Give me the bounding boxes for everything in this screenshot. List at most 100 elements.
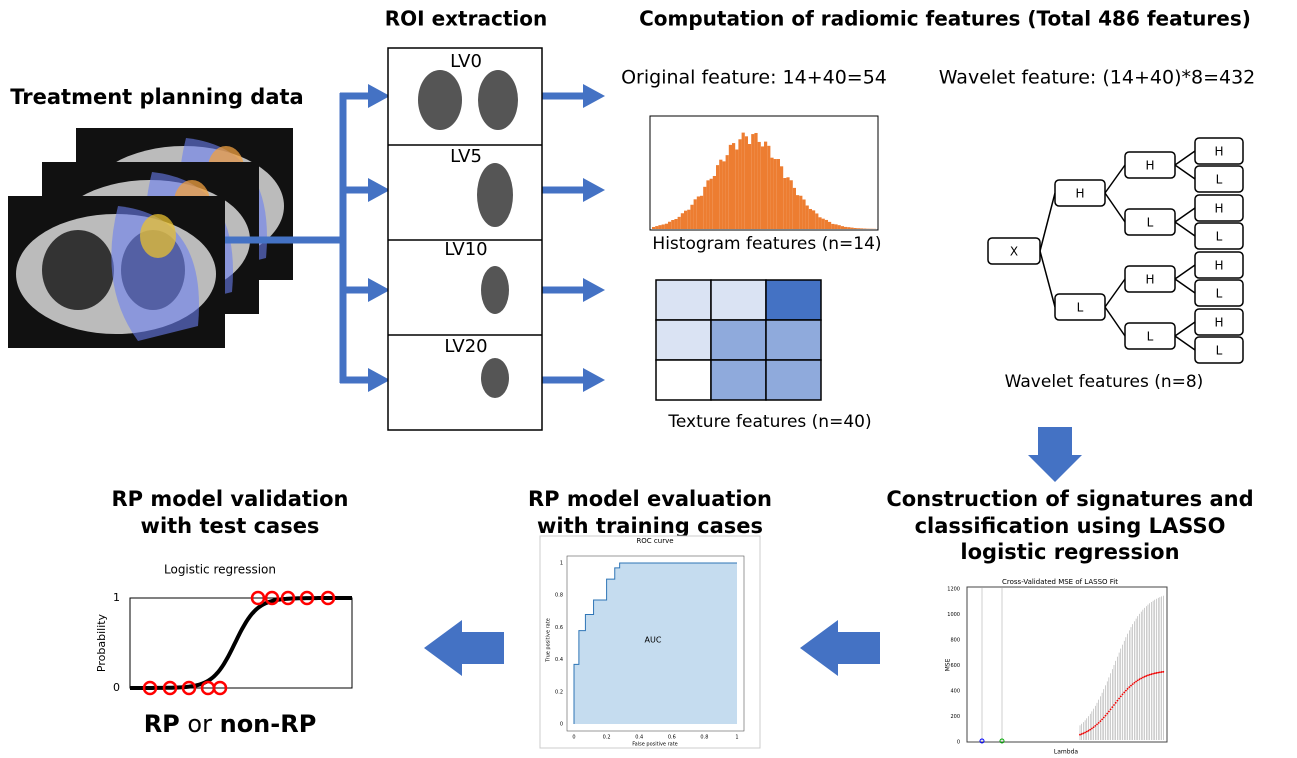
- wavelet-caption: Wavelet features (n=8): [1005, 372, 1204, 392]
- wavelet-feature: Wavelet feature: (14+40)*8=432: [939, 67, 1256, 89]
- histogram-bar: [748, 144, 751, 229]
- tree-label: L: [1216, 173, 1223, 187]
- dose-hot: [140, 214, 176, 258]
- lasso-point: [1106, 713, 1108, 715]
- histogram-bar: [828, 222, 831, 229]
- texture-cell: [656, 280, 711, 320]
- logistic-ytick: 0: [113, 681, 120, 694]
- texture-cell: [656, 360, 711, 400]
- histogram-bar: [678, 217, 681, 229]
- tree-label: L: [1077, 301, 1084, 315]
- page: Treatment planning dataROI extractionCom…: [0, 0, 1297, 758]
- tree-edge: [1105, 307, 1125, 336]
- roc-xlabel: False positive rate: [632, 742, 678, 748]
- histogram-bar: [815, 213, 818, 229]
- lasso-point: [1145, 675, 1147, 677]
- histogram-bar: [841, 226, 844, 229]
- histogram-bar: [786, 177, 789, 229]
- lasso-plot-title: Cross-Validated MSE of LASSO Fit: [1002, 578, 1118, 586]
- tree-label: L: [1216, 230, 1223, 244]
- roi-lung: [478, 70, 518, 130]
- roi-lung: [481, 266, 509, 314]
- arrow-left: [424, 620, 504, 676]
- lung-left: [42, 230, 114, 310]
- histogram-bar: [860, 228, 863, 229]
- tree-label: H: [1214, 259, 1223, 273]
- texture-cell: [711, 280, 766, 320]
- tree-edge: [1175, 222, 1195, 236]
- tree-label: H: [1214, 316, 1223, 330]
- histogram-bar: [790, 180, 793, 229]
- tree-edge: [1175, 322, 1195, 336]
- lasso-ytick: 800: [950, 638, 960, 644]
- lasso-point: [1127, 688, 1129, 690]
- roc-xtick: 0: [572, 735, 575, 741]
- histogram-bar: [770, 158, 773, 229]
- result: RP or non-RP: [144, 710, 317, 738]
- arrow-head: [583, 278, 605, 302]
- histogram-bar: [812, 210, 815, 229]
- histogram-bar: [716, 165, 719, 229]
- lasso-point: [1159, 671, 1161, 673]
- histogram-bar: [710, 179, 713, 229]
- histogram-bar: [783, 178, 786, 229]
- original-feature: Original feature: 14+40=54: [621, 67, 887, 89]
- result-negative: non-RP: [220, 710, 317, 738]
- lasso-point: [1098, 722, 1100, 724]
- histogram-bar: [726, 155, 729, 229]
- tree-edge: [1040, 251, 1055, 307]
- roi-level: LV20: [444, 336, 487, 357]
- logistic-ytick: 1: [113, 591, 120, 604]
- logistic-axes: [130, 598, 352, 688]
- roi-lung: [477, 163, 513, 227]
- lasso-title: Construction of signatures and: [886, 487, 1253, 511]
- evaluation-title: with training cases: [537, 514, 763, 538]
- result-joiner: or: [187, 710, 212, 738]
- roc-auc: AUC: [645, 636, 662, 645]
- lasso-point: [1088, 730, 1090, 732]
- tree-edge: [1175, 265, 1195, 279]
- histogram-bar: [780, 166, 783, 229]
- roc-xtick: 0.8: [700, 735, 708, 741]
- lasso-point: [1093, 726, 1095, 728]
- lasso-ytick: 0: [957, 740, 960, 746]
- texture-cell: [766, 360, 821, 400]
- lasso-point: [1101, 719, 1103, 721]
- tree-label: H: [1145, 159, 1154, 173]
- roi-lung: [481, 358, 509, 398]
- lasso-ytick: 1000: [947, 612, 960, 618]
- tree-label: L: [1216, 287, 1223, 301]
- lasso-title: classification using LASSO: [915, 514, 1226, 538]
- tree-edge: [1105, 279, 1125, 307]
- lasso-point: [1096, 724, 1098, 726]
- lasso-ytick: 200: [950, 714, 960, 720]
- histogram-bar: [818, 217, 821, 229]
- tree-label: H: [1214, 202, 1223, 216]
- tree-edge: [1105, 193, 1125, 222]
- arrow-head: [368, 368, 390, 392]
- lasso-point: [1110, 708, 1112, 710]
- histogram-bar: [658, 225, 661, 229]
- lasso-point: [1115, 702, 1117, 704]
- tree-edge: [1105, 165, 1125, 193]
- lasso-point: [1089, 729, 1091, 731]
- histogram-bar: [687, 210, 690, 229]
- tree-edge: [1175, 151, 1195, 165]
- lasso-point: [1162, 671, 1164, 673]
- roi-level: LV5: [450, 146, 482, 167]
- histogram-bar: [735, 150, 738, 229]
- histogram-bar: [729, 145, 732, 229]
- lasso-point: [1161, 671, 1163, 673]
- lasso-point: [1134, 682, 1136, 684]
- features-title: Computation of radiomic features (Total …: [639, 7, 1251, 31]
- histogram-bar: [850, 228, 853, 229]
- lasso-point: [1111, 706, 1113, 708]
- roc-ylabel: True positive rate: [546, 618, 552, 663]
- lasso-point: [1100, 720, 1102, 722]
- histogram-bar: [767, 146, 770, 229]
- lasso-ytick: 600: [950, 663, 960, 669]
- histogram-bar: [847, 227, 850, 229]
- lasso-point: [1081, 733, 1083, 735]
- texture-caption: Texture features (n=40): [667, 412, 871, 432]
- lasso-point: [1086, 731, 1088, 733]
